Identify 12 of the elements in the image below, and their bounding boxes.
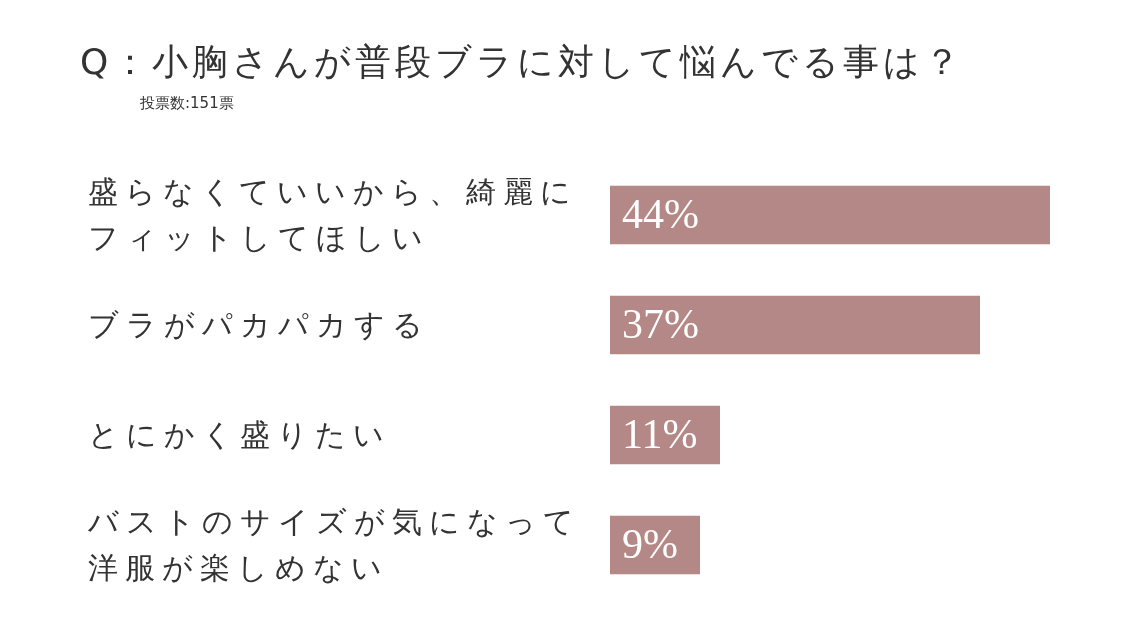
bar [610,295,980,355]
y-tick-label: バストのサイズが気になって洋服が楽しめない [88,503,582,587]
chart-title: Q：小胸さんが普段ブラに対して悩んでる事は？ [80,40,965,84]
y-tick-label: ブラがパカパカする [88,306,431,344]
bar [610,185,1050,245]
data-label: 9% [622,521,678,568]
data-label: 11% [622,411,698,458]
text: 投票数:151票 [140,94,234,113]
y-tick-label: とにかく盛りたい [88,416,392,454]
data-label: 44% [622,191,699,238]
data-label: 37% [622,301,699,348]
y-tick-label: 盛らなくていいから、綺麗にフィットしてほしい [88,173,579,257]
